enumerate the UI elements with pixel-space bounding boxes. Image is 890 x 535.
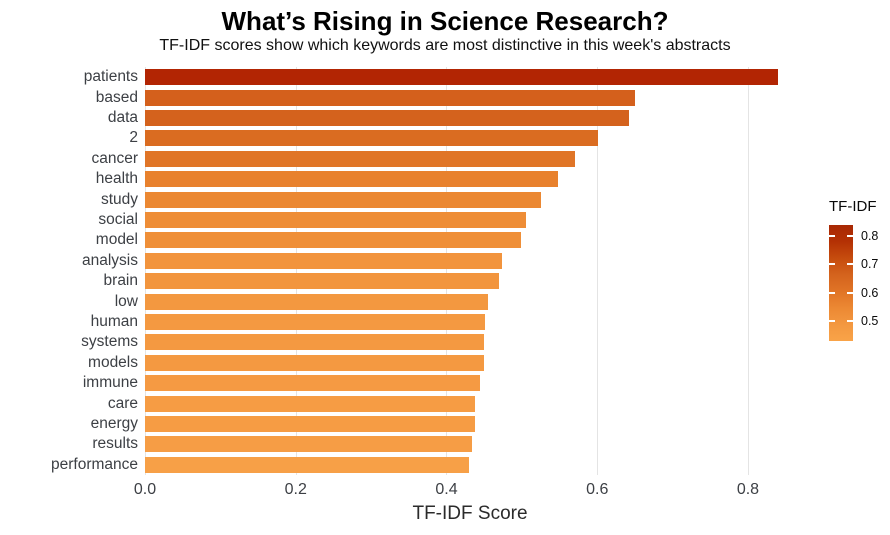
bar-energy bbox=[145, 416, 476, 432]
bar-models bbox=[145, 354, 485, 371]
gridline bbox=[446, 67, 448, 475]
gridline bbox=[747, 67, 749, 475]
y-axis-label-energy: energy bbox=[90, 415, 138, 432]
x-tick-label-0.8: 0.8 bbox=[736, 481, 760, 498]
x-tick-label-0.2: 0.2 bbox=[284, 481, 307, 498]
bar-analysis bbox=[145, 252, 503, 269]
bar-based bbox=[145, 89, 635, 106]
y-axis-label-social: social bbox=[98, 211, 138, 228]
y-axis-label-brain: brain bbox=[103, 272, 138, 290]
bar-social bbox=[145, 212, 526, 228]
y-axis-label-low: low bbox=[114, 292, 138, 310]
legend-tick-mark bbox=[829, 235, 835, 238]
legend-tick-label-0.5: 0.5 bbox=[861, 314, 879, 329]
y-axis-label-model: model bbox=[95, 231, 138, 249]
y-axis-label-cancer: cancer bbox=[91, 149, 138, 167]
y-axis-label-study: study bbox=[100, 190, 138, 208]
bar-human bbox=[145, 314, 485, 330]
colorbar-gradient: 0.8 0.7 0.6 0.5 bbox=[829, 225, 878, 341]
bar-health bbox=[145, 171, 559, 188]
legend-tick-label-0.8: 0.8 bbox=[861, 229, 879, 244]
bar-low bbox=[145, 293, 488, 310]
y-axis-label-2: 2 bbox=[129, 129, 138, 147]
chart-subtitle: TF-IDF scores show which keywords are mo… bbox=[159, 37, 731, 54]
y-axis-label-performance: performance bbox=[50, 455, 138, 473]
y-axis-label-care: care bbox=[107, 394, 138, 412]
y-axis-label-human: human bbox=[90, 313, 138, 330]
bar-performance bbox=[145, 456, 470, 473]
gridline bbox=[145, 67, 146, 475]
y-axis-label-results: results bbox=[92, 435, 138, 453]
bar-immune bbox=[145, 375, 480, 392]
bar-2 bbox=[145, 130, 598, 147]
x-tick-label-0.0: 0.0 bbox=[133, 481, 157, 498]
legend-tick-mark bbox=[847, 320, 853, 323]
y-axis-label-models: models bbox=[88, 353, 138, 371]
legend-tick-mark bbox=[829, 320, 835, 323]
bar-study bbox=[145, 191, 542, 208]
bar-model bbox=[145, 232, 522, 249]
gridline bbox=[295, 67, 297, 475]
bar-data bbox=[145, 110, 629, 126]
chart-title: What’s Rising in Science Research? bbox=[221, 6, 669, 36]
legend-tick-label-0.6: 0.6 bbox=[861, 285, 879, 300]
legend-tick-mark bbox=[847, 235, 853, 238]
legend-tick-mark bbox=[847, 291, 853, 294]
legend-tick-mark bbox=[847, 263, 853, 266]
y-axis-label-systems: systems bbox=[81, 333, 138, 351]
x-axis-title: TF-IDF Score bbox=[412, 503, 528, 524]
bar-results bbox=[145, 436, 473, 453]
y-axis-label-immune: immune bbox=[82, 374, 138, 392]
bar-brain bbox=[145, 273, 500, 290]
x-tick-label-0.6: 0.6 bbox=[586, 481, 609, 498]
y-axis-label-patients: patients bbox=[83, 68, 138, 86]
y-axis-label-data: data bbox=[107, 109, 138, 126]
y-axis-label-health: health bbox=[95, 170, 138, 188]
legend-tick-mark bbox=[829, 263, 835, 266]
x-tick-label-0.4: 0.4 bbox=[435, 481, 458, 498]
bar-patients bbox=[145, 69, 779, 86]
legend-title: TF-IDF bbox=[829, 198, 877, 215]
bar-care bbox=[145, 395, 476, 412]
gridline bbox=[597, 67, 599, 475]
y-axis-label-based: based bbox=[95, 88, 138, 106]
colorbar-legend: TF-IDF 0.8 0.7 0.6 0.5 bbox=[829, 198, 890, 348]
plot-area bbox=[145, 67, 795, 475]
legend-tick-label-0.7: 0.7 bbox=[861, 257, 879, 272]
bar-cancer bbox=[145, 150, 576, 167]
bar-systems bbox=[145, 334, 485, 351]
legend-tick-mark bbox=[829, 291, 835, 294]
y-axis-label-analysis: analysis bbox=[82, 251, 138, 269]
